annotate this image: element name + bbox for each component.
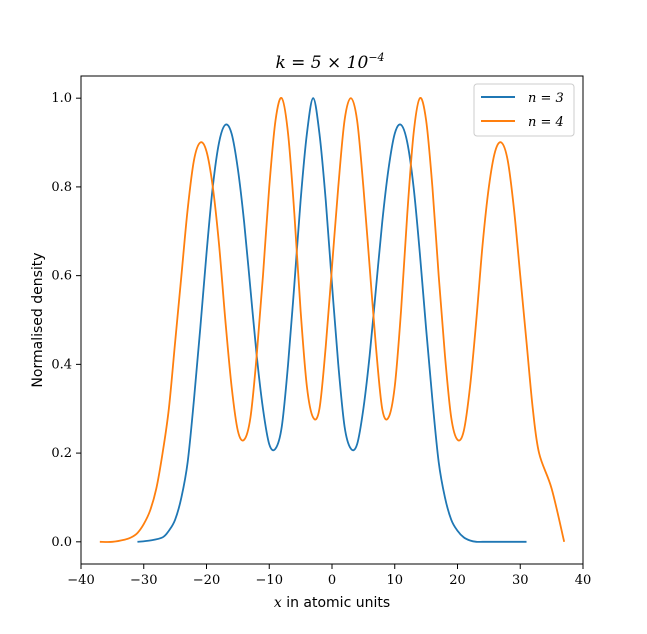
series-line-n4 <box>99 96 566 543</box>
y-tick-label: 0.8 <box>51 180 72 195</box>
y-tick-label: 0.0 <box>51 535 72 550</box>
y-tick-label: 1.0 <box>51 91 72 106</box>
chart-title-exponent: −4 <box>368 51 384 64</box>
x-axis-label-variable: x <box>274 595 282 611</box>
y-axis: 0.0 0.2 0.4 0.6 0.8 1.0 <box>51 91 81 550</box>
y-tick-label: 0.4 <box>51 357 72 372</box>
legend-label-n4: n = 4 <box>528 115 564 130</box>
x-tick-label: 30 <box>512 573 529 588</box>
series-line-n3 <box>137 97 527 543</box>
x-tick-label: −10 <box>256 573 283 588</box>
x-tick-label: 20 <box>449 573 466 588</box>
x-tick-label: −40 <box>67 573 94 588</box>
x-axis: −40 −30 −20 −10 0 10 20 30 40 <box>67 564 591 588</box>
x-tick-label: 10 <box>386 573 403 588</box>
y-tick-label: 0.6 <box>51 269 72 284</box>
x-tick-label: 0 <box>328 573 336 588</box>
legend-label-n3: n = 3 <box>528 91 564 106</box>
chart-title: k = 5 × 10−4 <box>275 51 384 73</box>
x-tick-label: 40 <box>575 573 592 588</box>
y-tick-label: 0.2 <box>51 446 72 461</box>
x-tick-label: −30 <box>130 573 157 588</box>
series-layer <box>99 96 566 543</box>
x-axis-label-text: in atomic units <box>282 595 390 611</box>
x-tick-label: −20 <box>193 573 220 588</box>
legend: n = 3 n = 4 <box>473 83 575 137</box>
x-axis-label: x in atomic units <box>274 595 390 611</box>
y-axis-label: Normalised density <box>30 252 46 387</box>
